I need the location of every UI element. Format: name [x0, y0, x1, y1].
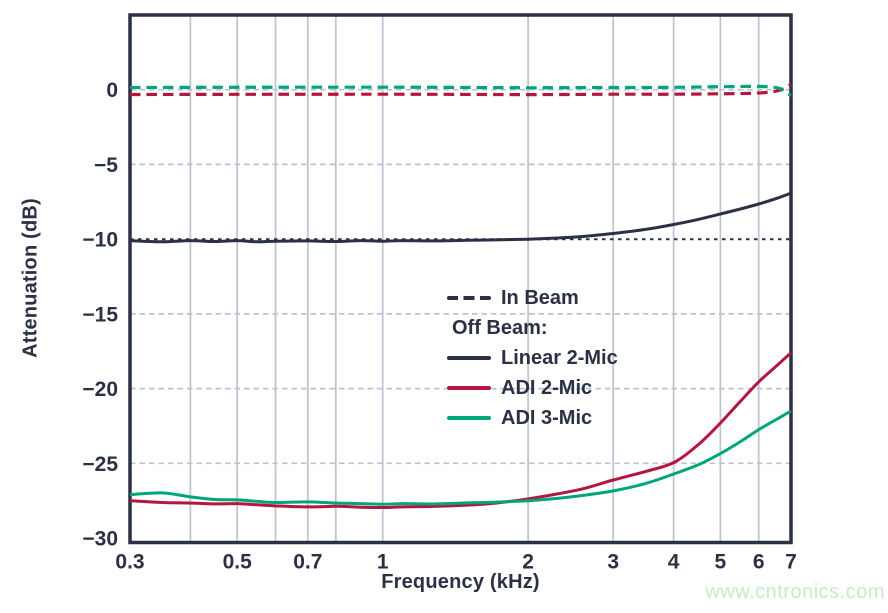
legend: In Beam Off Beam: Linear 2-Mic ADI 2-Mic…	[447, 283, 618, 433]
x-tick-label: 0.3	[115, 551, 144, 574]
plot-frame	[128, 13, 793, 545]
y-tick-label: −20	[82, 378, 118, 401]
x-tick-label: 6	[753, 551, 765, 574]
curve-linear-2-mic-off-beam	[129, 191, 792, 244]
y-tick-label: −5	[94, 154, 118, 177]
legend-label: Linear 2-Mic	[501, 346, 618, 369]
y-tick-label: −10	[82, 229, 118, 252]
legend-item-in-beam: In Beam	[447, 283, 618, 313]
curve-adi-3-mic-off-beam	[129, 409, 792, 506]
x-axis-title: Frequency (kHz)	[381, 571, 540, 593]
legend-label: ADI 3-Mic	[501, 406, 593, 429]
y-axis-title: Attenuation (dB)	[19, 198, 42, 358]
y-tick-label: −15	[82, 303, 118, 326]
x-tick-label: 2	[522, 551, 534, 574]
legend-label: Off Beam:	[452, 316, 548, 339]
legend-label: In Beam	[501, 286, 579, 309]
curve-adi-2-mic-in-beam	[129, 83, 792, 97]
x-tick-label: 0.7	[293, 551, 322, 574]
x-tick-label: 7	[785, 551, 797, 574]
legend-item-linear-2-mic: Linear 2-Mic	[447, 343, 618, 373]
in-beam-dashed-line-swatch	[447, 295, 491, 301]
y-tick-label: 0	[106, 79, 118, 102]
curve-adi-3-mic-in-beam	[129, 84, 792, 98]
linear-2-mic-line-swatch	[447, 355, 491, 361]
curve-adi-2-mic-off-beam	[129, 351, 793, 510]
x-tick-label: 0.5	[223, 551, 253, 574]
y-tick-label: −30	[82, 528, 118, 551]
legend-item-adi-2-mic: ADI 2-Mic	[447, 373, 618, 403]
x-tick-label: 1	[377, 551, 389, 574]
adi-3-mic-line-swatch	[447, 415, 491, 421]
legend-label: ADI 2-Mic	[501, 376, 593, 399]
adi-2-mic-line-swatch	[447, 385, 491, 391]
watermark: www.cntronics.com	[705, 581, 885, 603]
y-tick-label: −25	[82, 453, 118, 476]
x-tick-label: 3	[607, 551, 619, 574]
x-tick-label: 5	[715, 551, 727, 574]
legend-item-adi-3-mic: ADI 3-Mic	[447, 403, 618, 433]
x-tick-label: 4	[668, 551, 680, 574]
legend-off-beam-header: Off Beam:	[447, 313, 618, 343]
